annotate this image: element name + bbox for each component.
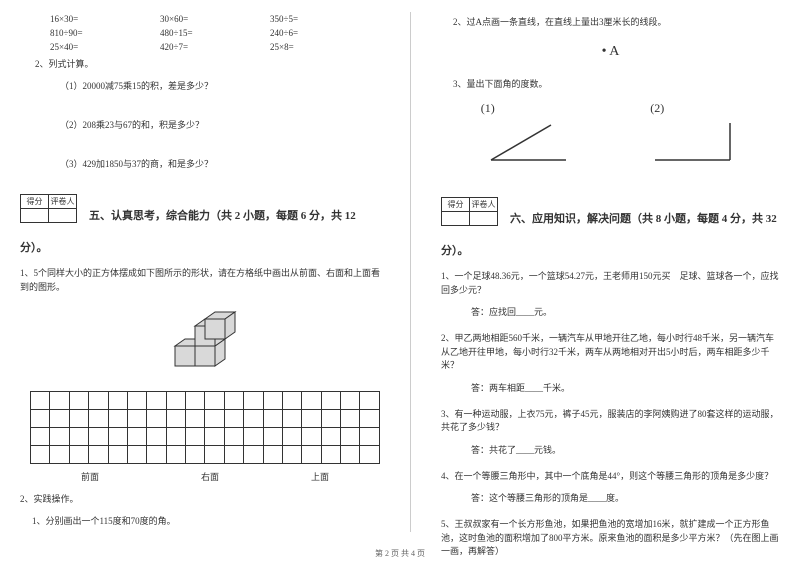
- expr: 350÷5=: [270, 14, 380, 24]
- a6-2: 答：两车相距____千米。: [471, 381, 780, 394]
- expr: 25×8=: [270, 42, 380, 52]
- calc-title: 2、列式计算。: [35, 57, 380, 70]
- expr: 16×30=: [50, 14, 160, 24]
- grid-labels: 前面 右面 上面: [30, 470, 380, 483]
- angle-1-label: (1): [481, 101, 571, 116]
- p6-3: 3、有一种运动服，上衣75元，裤子45元，服装店的李阿姨购进了80套这样的运动服…: [441, 408, 780, 435]
- q5-1: 1、5个同样大小的正方体摆成如下图所示的形状，请在方格纸中画出从前面、右面和上面…: [20, 267, 380, 294]
- score-header: 得分: [442, 198, 470, 212]
- expr: 810÷90=: [50, 28, 160, 38]
- score-table-6: 得分 评卷人: [441, 197, 498, 226]
- grader-header: 评卷人: [49, 195, 77, 209]
- section-5-title: 五、认真思考，综合能力（共 2 小题，每题 6 分，共 12: [89, 207, 356, 223]
- calc-q1: （1）20000减75乘15的积，差是多少？: [60, 79, 380, 92]
- angle-2-label: (2): [650, 101, 740, 116]
- right-column: 2、过A点画一条直线，在直线上量出3厘米长的线段。 • A 3、量出下面角的度数…: [441, 12, 780, 532]
- math-row-1: 16×30= 30×60= 350÷5=: [50, 14, 380, 24]
- expr: 420÷7=: [160, 42, 270, 52]
- p6-4: 4、在一个等腰三角形中，其中一个底角是44°，则这个等腰三角形的顶角是多少度？: [441, 470, 780, 484]
- score-cell: [21, 209, 49, 223]
- score-table: 得分 评卷人: [20, 194, 77, 223]
- expr: 480÷15=: [160, 28, 270, 38]
- expr: 30×60=: [160, 14, 270, 24]
- point-a: • A: [441, 44, 780, 60]
- answer-grid: [30, 391, 380, 464]
- label-right: 右面: [150, 470, 270, 483]
- grader-cell: [49, 209, 77, 223]
- r-q2: 2、过A点画一条直线，在直线上量出3厘米长的线段。: [453, 16, 780, 30]
- angles-row: (1) (2): [441, 101, 780, 167]
- score-header: 得分: [21, 195, 49, 209]
- section-6-title: 六、应用知识，解决问题（共 8 小题，每题 4 分，共 32: [510, 210, 777, 226]
- angle-1-figure: [481, 120, 571, 165]
- r-q3: 3、量出下面角的度数。: [453, 78, 780, 92]
- grader-header: 评卷人: [470, 198, 498, 212]
- section-5-score: 分）。: [20, 239, 380, 255]
- math-row-3: 25×40= 420÷7= 25×8=: [50, 42, 380, 52]
- grader-cell: [470, 212, 498, 226]
- cubes-figure: [145, 306, 255, 377]
- q5-2: 2、实践操作。: [20, 493, 380, 507]
- expr: 240÷6=: [270, 28, 380, 38]
- section-6-header: 得分 评卷人 六、应用知识，解决问题（共 8 小题，每题 4 分，共 32: [441, 197, 780, 226]
- angle-2: (2): [650, 101, 740, 167]
- p6-2: 2、甲乙两地相距560千米，一辆汽车从甲地开往乙地，每小时行48千米，另一辆汽车…: [441, 332, 780, 373]
- expr: 25×40=: [50, 42, 160, 52]
- column-divider: [410, 12, 411, 532]
- math-row-2: 810÷90= 480÷15= 240÷6=: [50, 28, 380, 38]
- calc-q3: （3）429加1850与37的商，和是多少？: [60, 157, 380, 170]
- a6-1: 答：应找回____元。: [471, 305, 780, 318]
- section-5-header: 得分 评卷人 五、认真思考，综合能力（共 2 小题，每题 6 分，共 12: [20, 194, 380, 223]
- score-cell: [442, 212, 470, 226]
- label-top: 上面: [270, 470, 370, 483]
- page-footer: 第 2 页 共 4 页: [0, 548, 800, 559]
- section-6-score: 分）。: [441, 242, 780, 258]
- q5-2a: 1、分别画出一个115度和70度的角。: [32, 515, 380, 529]
- angle-2-figure: [650, 120, 740, 165]
- angle-1: (1): [481, 101, 571, 167]
- left-column: 16×30= 30×60= 350÷5= 810÷90= 480÷15= 240…: [20, 12, 380, 532]
- a6-4: 答：这个等腰三角形的顶角是____度。: [471, 491, 780, 504]
- p6-1: 1、一个足球48.36元，一个篮球54.27元，王老师用150元买 足球、篮球各…: [441, 270, 780, 297]
- calc-q2: （2）208乘23与67的和，积是多少？: [60, 118, 380, 131]
- label-front: 前面: [30, 470, 150, 483]
- a6-3: 答：共花了____元钱。: [471, 443, 780, 456]
